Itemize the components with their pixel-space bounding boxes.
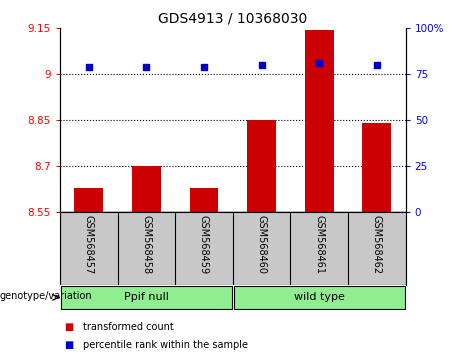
Bar xyxy=(61,286,231,308)
Text: genotype/variation: genotype/variation xyxy=(0,291,93,301)
Point xyxy=(258,62,266,68)
Text: transformed count: transformed count xyxy=(83,322,174,332)
Title: GDS4913 / 10368030: GDS4913 / 10368030 xyxy=(158,12,307,26)
Point xyxy=(142,64,150,70)
Point xyxy=(85,64,92,70)
Bar xyxy=(234,286,405,308)
Bar xyxy=(305,30,334,212)
Bar xyxy=(189,188,219,212)
Bar xyxy=(74,188,103,212)
Bar xyxy=(132,166,161,212)
Text: GSM568460: GSM568460 xyxy=(257,215,266,274)
Text: wild type: wild type xyxy=(294,292,345,302)
Text: ■: ■ xyxy=(65,322,74,332)
Text: GSM568459: GSM568459 xyxy=(199,215,209,274)
Text: GSM568457: GSM568457 xyxy=(84,215,94,274)
Bar xyxy=(362,124,391,212)
Text: percentile rank within the sample: percentile rank within the sample xyxy=(83,340,248,350)
Text: GSM568462: GSM568462 xyxy=(372,215,382,274)
Bar xyxy=(247,120,276,212)
Text: GSM568458: GSM568458 xyxy=(142,215,151,274)
Point xyxy=(315,61,323,66)
Point xyxy=(373,62,381,68)
Text: ■: ■ xyxy=(65,340,74,350)
Text: Ppif null: Ppif null xyxy=(124,292,169,302)
Point xyxy=(200,64,207,70)
Text: GSM568461: GSM568461 xyxy=(314,215,324,274)
